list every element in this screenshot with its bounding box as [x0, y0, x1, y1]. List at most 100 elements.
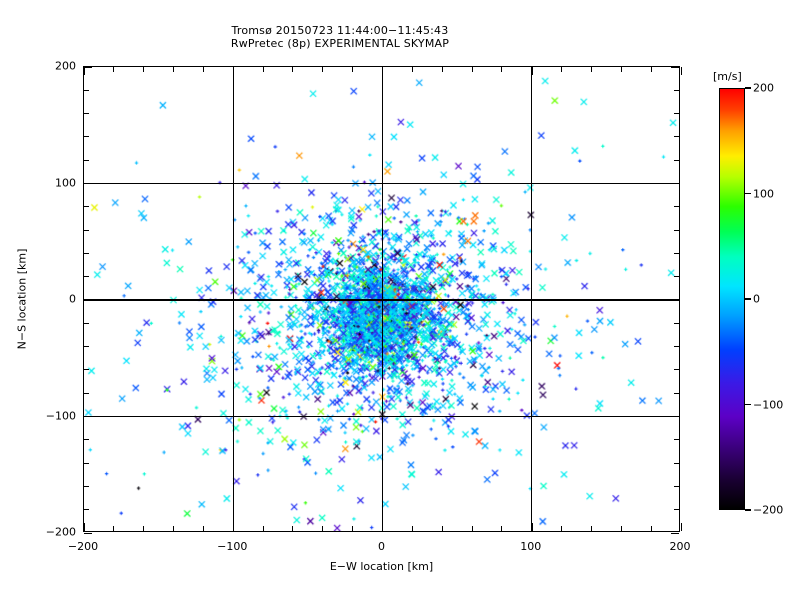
- gridline-vertical: [381, 67, 384, 531]
- tick-mark: [84, 89, 89, 91]
- plot-area: [83, 66, 682, 534]
- tick-mark: [84, 113, 89, 115]
- colorbar-tick: [745, 509, 751, 511]
- tick-mark: [202, 67, 204, 72]
- tick-mark: [671, 66, 679, 68]
- tick-mark: [84, 322, 89, 324]
- tick-mark: [232, 67, 235, 75]
- tick-mark: [671, 416, 679, 418]
- tick-mark: [674, 322, 679, 324]
- tick-mark: [471, 67, 473, 72]
- tick-mark: [143, 67, 145, 72]
- tick-mark: [590, 67, 592, 72]
- tick-mark: [292, 526, 294, 531]
- tick-mark: [83, 523, 85, 531]
- tick-mark: [113, 67, 115, 72]
- gridline-vertical: [531, 67, 533, 531]
- tick-mark: [674, 136, 679, 138]
- tick-mark: [501, 67, 503, 72]
- tick-mark: [84, 369, 89, 371]
- colorbar-title: [m/s]: [713, 70, 742, 83]
- tick-mark: [84, 206, 89, 208]
- colorbar-tick: [745, 87, 751, 89]
- tick-mark: [84, 532, 92, 534]
- colorbar-tick-label: −200: [753, 503, 784, 517]
- gridline-vertical: [232, 67, 234, 531]
- tick-mark: [84, 183, 92, 185]
- tick-mark: [671, 532, 679, 534]
- gridline-horizontal: [84, 182, 679, 185]
- tick-mark: [501, 526, 503, 531]
- tick-mark: [262, 526, 264, 531]
- tick-mark: [674, 89, 679, 91]
- tick-mark: [531, 523, 533, 531]
- tick-mark: [674, 229, 679, 231]
- tick-mark: [674, 509, 679, 511]
- x-tick-label: 200: [669, 540, 691, 553]
- tick-mark: [441, 67, 443, 72]
- tick-mark: [411, 67, 413, 72]
- tick-mark: [352, 67, 354, 72]
- tick-mark: [590, 526, 592, 531]
- tick-mark: [650, 67, 652, 72]
- tick-mark: [84, 509, 89, 511]
- gridline-horizontal: [84, 415, 679, 418]
- tick-mark: [674, 113, 679, 115]
- colorbar-tick-label: 100: [753, 187, 774, 200]
- y-tick-label: −200: [45, 525, 76, 539]
- tick-mark: [382, 67, 384, 75]
- tick-mark: [84, 346, 89, 348]
- tick-mark: [322, 67, 324, 72]
- tick-mark: [674, 206, 679, 208]
- tick-mark: [680, 67, 682, 75]
- colorbar-tick: [745, 298, 751, 300]
- tick-mark: [143, 526, 145, 531]
- x-tick-label: −200: [67, 540, 99, 553]
- tick-mark: [674, 346, 679, 348]
- colorbar-group: 200 100 0 −100 −200: [719, 82, 783, 517]
- tick-mark: [674, 485, 679, 487]
- colorbar-tick: [745, 403, 751, 406]
- y-tick-label: 200: [55, 59, 76, 73]
- tick-mark: [84, 462, 89, 464]
- y-axis-label: N−S location [km]: [15, 248, 29, 350]
- scatter-data-layer: [84, 67, 679, 531]
- tick-mark: [674, 369, 679, 371]
- tick-mark: [671, 299, 679, 301]
- colorbar-gradient: [719, 88, 745, 510]
- tick-mark: [84, 485, 89, 487]
- tick-mark: [322, 526, 324, 531]
- tick-mark: [232, 523, 235, 531]
- tick-mark: [650, 526, 652, 531]
- tick-mark: [84, 229, 89, 231]
- tick-mark: [674, 462, 679, 464]
- tick-mark: [671, 183, 679, 185]
- tick-mark: [202, 526, 204, 531]
- x-tick-label: 100: [520, 540, 542, 553]
- tick-mark: [113, 526, 115, 531]
- colorbar-tick-label: −100: [753, 398, 784, 411]
- tick-mark: [84, 136, 89, 138]
- y-tick-label: 0: [69, 292, 76, 306]
- tick-mark: [471, 526, 473, 531]
- tick-mark: [84, 159, 89, 161]
- colorbar-tick-label: 200: [753, 81, 774, 95]
- colorbar-tick: [745, 192, 751, 195]
- tick-mark: [561, 67, 563, 72]
- tick-mark: [84, 439, 89, 441]
- y-tick-label: −100: [45, 409, 76, 422]
- tick-mark: [620, 67, 622, 72]
- tick-mark: [173, 526, 175, 531]
- tick-mark: [173, 67, 175, 72]
- tick-mark: [84, 392, 89, 394]
- tick-mark: [84, 276, 89, 278]
- tick-mark: [441, 526, 443, 531]
- title-line-1: Tromsø 20150723 11:44:00−11:45:43: [231, 24, 449, 37]
- tick-mark: [84, 416, 92, 418]
- x-axis-label: E−W location [km]: [329, 560, 434, 573]
- tick-mark: [531, 67, 533, 75]
- figure-title: Tromsø 20150723 11:44:00−11:45:43 RwPret…: [0, 24, 680, 50]
- tick-mark: [620, 526, 622, 531]
- colorbar-tick-label: 0: [753, 292, 760, 306]
